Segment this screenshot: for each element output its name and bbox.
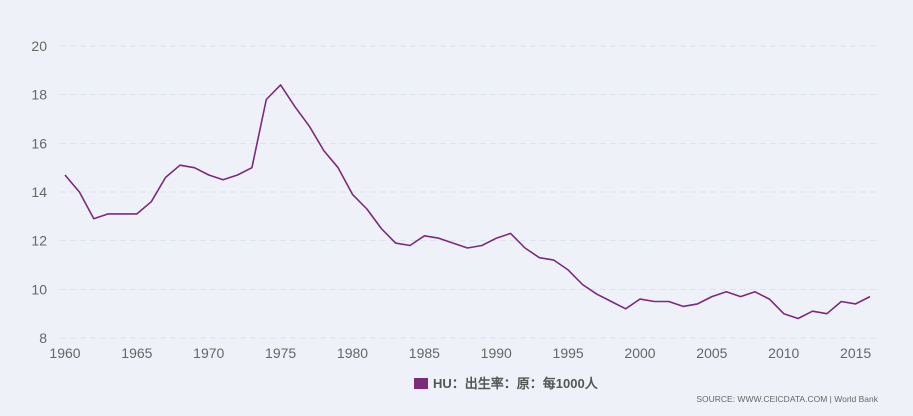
data-point[interactable] xyxy=(824,311,830,317)
data-point[interactable] xyxy=(522,245,528,251)
x-tick-label: 1990 xyxy=(481,345,512,361)
y-axis-ticks: 8 10 12 14 16 18 20 xyxy=(31,38,47,346)
x-tick-label: 1970 xyxy=(193,345,224,361)
data-point[interactable] xyxy=(105,211,111,217)
data-point[interactable] xyxy=(436,235,442,241)
data-point[interactable] xyxy=(508,230,514,236)
data-point[interactable] xyxy=(393,240,399,246)
y-tick-label: 16 xyxy=(31,135,47,151)
data-point[interactable] xyxy=(206,172,212,178)
y-tick-label: 10 xyxy=(31,281,47,297)
data-point[interactable] xyxy=(795,316,801,322)
data-point[interactable] xyxy=(278,82,284,88)
x-tick-label: 1985 xyxy=(409,345,440,361)
data-point[interactable] xyxy=(867,294,873,300)
series-group xyxy=(62,82,873,322)
data-point[interactable] xyxy=(292,104,298,110)
data-point[interactable] xyxy=(321,148,327,154)
data-point[interactable] xyxy=(220,177,226,183)
data-point[interactable] xyxy=(551,257,557,263)
data-point[interactable] xyxy=(680,303,686,309)
data-point[interactable] xyxy=(148,199,154,205)
data-point[interactable] xyxy=(465,245,471,251)
data-point[interactable] xyxy=(120,211,126,217)
source-credit[interactable]: SOURCE: WWW.CEICDATA.COM | World Bank xyxy=(696,394,878,404)
data-point[interactable] xyxy=(91,216,97,222)
data-point[interactable] xyxy=(177,162,183,168)
x-tick-label: 2015 xyxy=(840,345,871,361)
data-point[interactable] xyxy=(723,289,729,295)
data-point[interactable] xyxy=(479,243,485,249)
data-point[interactable] xyxy=(853,301,859,307)
data-point[interactable] xyxy=(191,165,197,171)
y-tick-label: 8 xyxy=(39,330,47,346)
y-tick-label: 20 xyxy=(31,38,47,54)
data-point[interactable] xyxy=(752,289,758,295)
data-point[interactable] xyxy=(810,308,816,314)
data-point[interactable] xyxy=(235,172,241,178)
data-point[interactable] xyxy=(594,291,600,297)
grid-lines xyxy=(60,45,878,339)
y-tick-label: 14 xyxy=(31,184,47,200)
x-tick-label: 1995 xyxy=(553,345,584,361)
x-tick-label: 2000 xyxy=(624,345,655,361)
x-tick-label: 1980 xyxy=(337,345,368,361)
data-point[interactable] xyxy=(306,123,312,129)
series-line[interactable] xyxy=(64,84,871,320)
data-point[interactable] xyxy=(134,211,140,217)
data-point[interactable] xyxy=(608,299,614,305)
data-point[interactable] xyxy=(378,226,384,232)
data-point[interactable] xyxy=(565,267,571,273)
x-tick-label: 2005 xyxy=(696,345,727,361)
x-tick-label: 1975 xyxy=(265,345,296,361)
data-point[interactable] xyxy=(364,206,370,212)
data-point[interactable] xyxy=(407,243,413,249)
y-tick-label: 12 xyxy=(31,233,47,249)
legend[interactable]: HU：出生率：原：每1000人 xyxy=(414,376,599,391)
data-point[interactable] xyxy=(781,311,787,317)
data-point[interactable] xyxy=(709,294,715,300)
data-point[interactable] xyxy=(766,296,772,302)
data-point[interactable] xyxy=(450,240,456,246)
x-tick-label: 1965 xyxy=(121,345,152,361)
legend-swatch xyxy=(414,378,428,389)
data-point[interactable] xyxy=(421,233,427,239)
data-point[interactable] xyxy=(249,165,255,171)
data-point[interactable] xyxy=(76,189,82,195)
x-tick-label: 2010 xyxy=(768,345,799,361)
x-axis-ticks: 1960 1965 1970 1975 1980 1985 1990 1995 2000 2005… xyxy=(49,345,871,361)
data-point[interactable] xyxy=(263,97,269,103)
data-point[interactable] xyxy=(738,294,744,300)
data-point[interactable] xyxy=(623,306,629,312)
data-point[interactable] xyxy=(62,172,68,178)
data-point[interactable] xyxy=(163,174,169,180)
data-point[interactable] xyxy=(637,296,643,302)
y-tick-label: 18 xyxy=(31,87,47,103)
data-point[interactable] xyxy=(651,299,657,305)
data-point[interactable] xyxy=(580,282,586,288)
data-point[interactable] xyxy=(335,165,341,171)
data-point[interactable] xyxy=(536,255,542,261)
data-point[interactable] xyxy=(838,299,844,305)
data-point[interactable] xyxy=(350,191,356,197)
data-point[interactable] xyxy=(666,299,672,305)
data-point[interactable] xyxy=(493,235,499,241)
data-point[interactable] xyxy=(695,301,701,307)
legend-label: HU：出生率：原：每1000人 xyxy=(433,376,599,391)
x-tick-label: 1960 xyxy=(49,345,80,361)
